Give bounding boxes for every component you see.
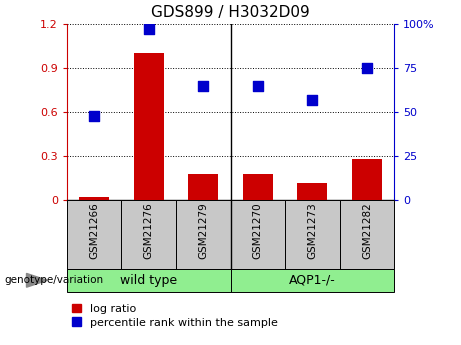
Bar [121,200,176,269]
Bar [67,269,230,292]
Point [254,83,261,89]
Point [200,83,207,89]
Bar [230,269,394,292]
Text: genotype/variation: genotype/variation [5,275,104,285]
Bar [285,200,340,269]
Text: GSM21279: GSM21279 [198,202,208,259]
Bar [188,174,218,200]
Bar [79,197,109,200]
Text: GSM21282: GSM21282 [362,202,372,259]
Bar [352,159,382,200]
Bar [134,53,164,200]
Point [90,113,98,118]
Bar [67,200,121,269]
Bar [176,200,230,269]
Point [308,97,316,102]
Text: GSM21266: GSM21266 [89,202,99,259]
Text: GSM21276: GSM21276 [144,202,154,259]
Title: GDS899 / H3032D09: GDS899 / H3032D09 [151,5,310,20]
Polygon shape [26,273,47,287]
Text: AQP1-/-: AQP1-/- [289,274,336,287]
Text: GSM21270: GSM21270 [253,202,263,259]
Text: GSM21273: GSM21273 [307,202,317,259]
Bar [230,200,285,269]
Text: wild type: wild type [120,274,177,287]
Bar [297,183,327,200]
Bar [340,200,394,269]
Point [363,66,371,71]
Bar [243,174,273,200]
Legend: log ratio, percentile rank within the sample: log ratio, percentile rank within the sa… [72,304,278,327]
Point [145,27,152,32]
